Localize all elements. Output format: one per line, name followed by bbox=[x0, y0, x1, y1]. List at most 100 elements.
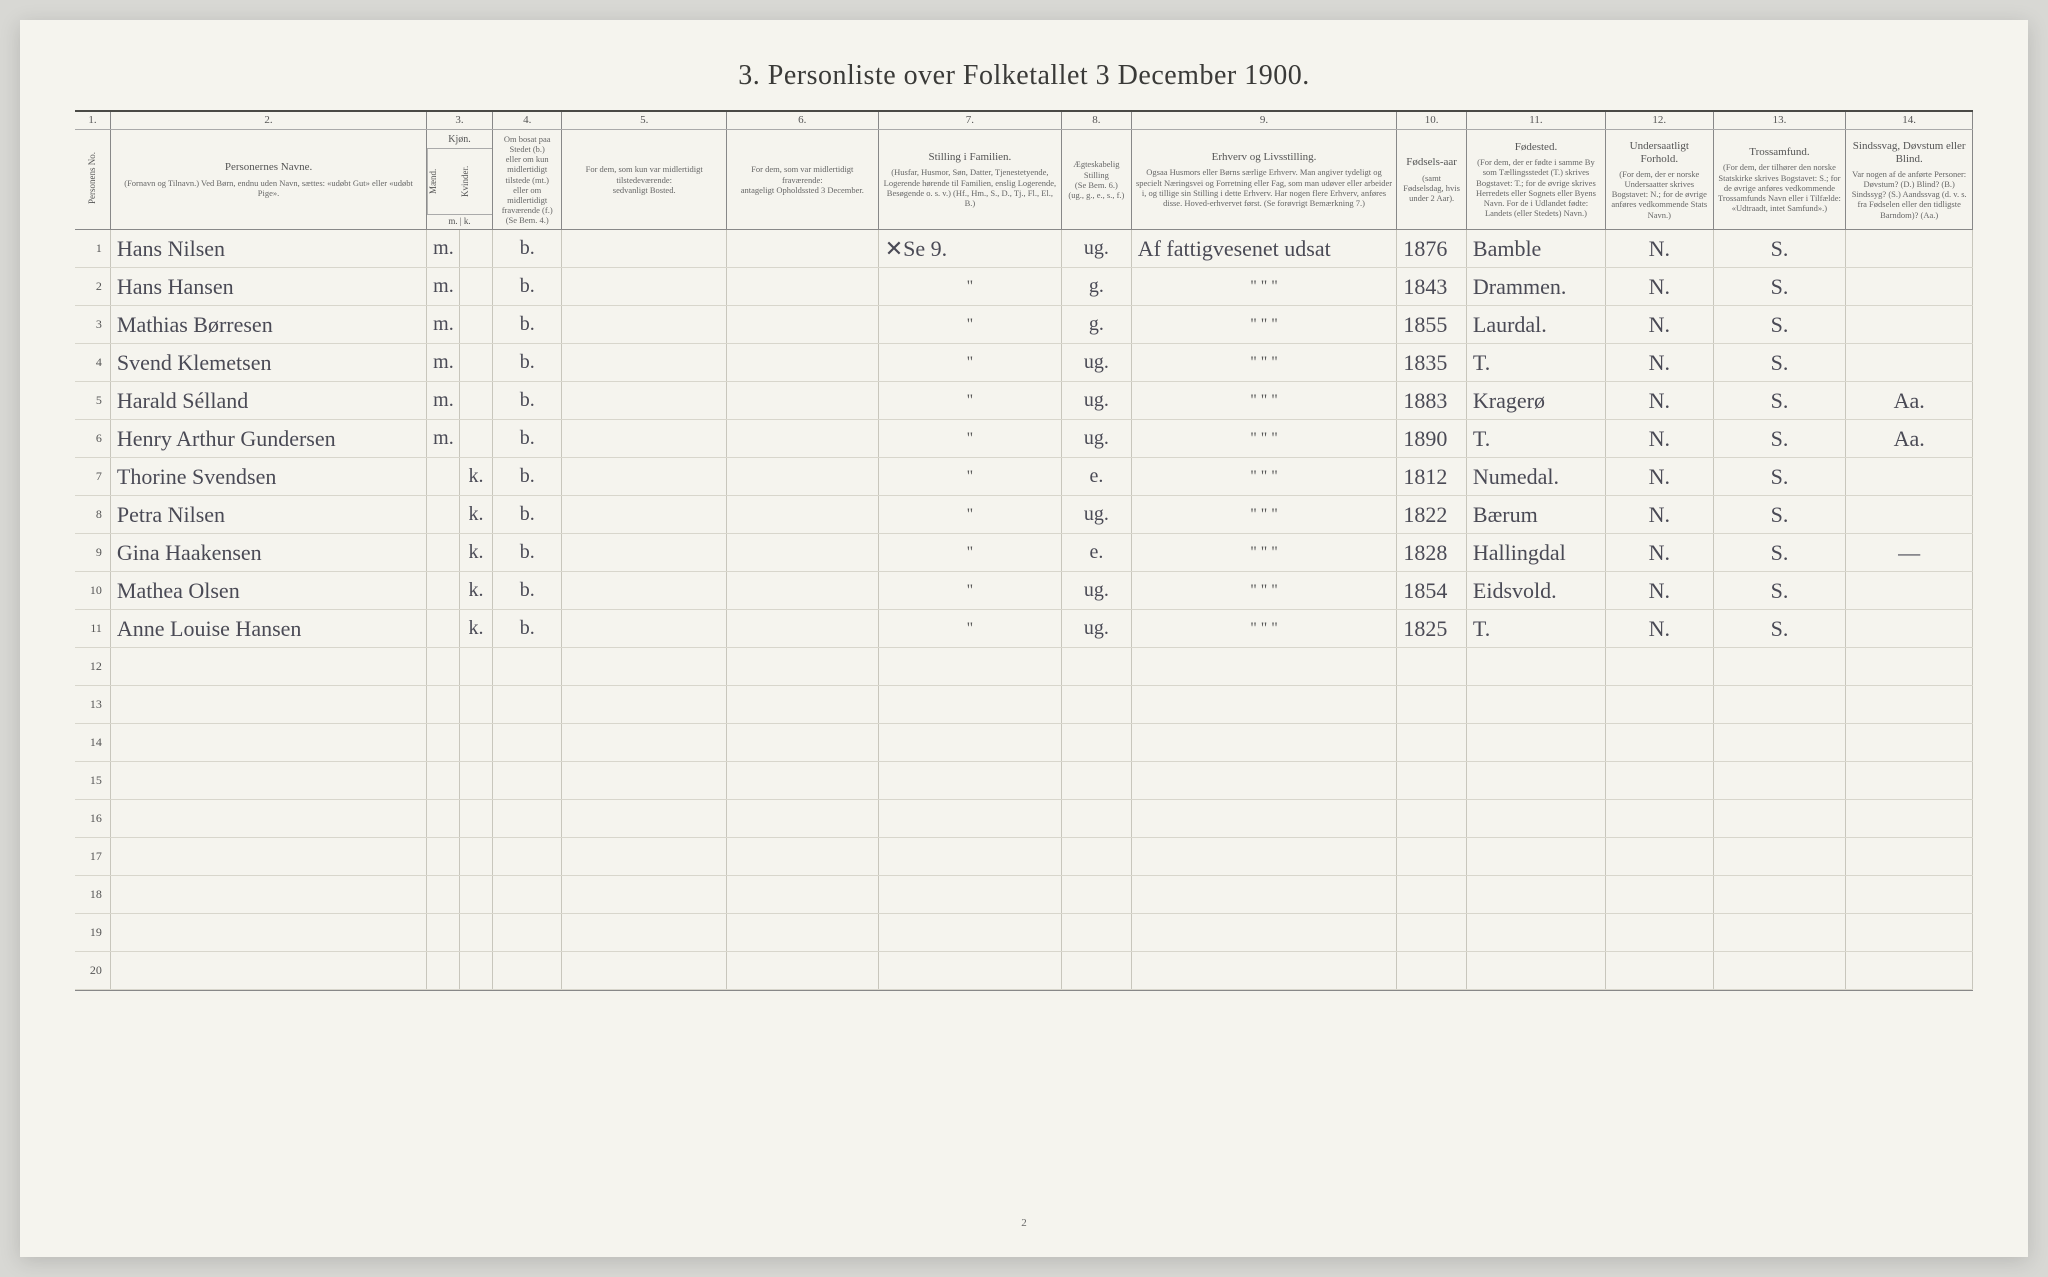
cell-family-pos: " bbox=[878, 534, 1061, 572]
cell-temp-absent bbox=[726, 800, 878, 838]
cell-marital: ug. bbox=[1062, 572, 1132, 610]
cell-disability bbox=[1846, 268, 1973, 306]
cell-resident: b. bbox=[492, 420, 562, 458]
cell-rownum: 2 bbox=[75, 268, 110, 306]
cell-family-pos: " bbox=[878, 496, 1061, 534]
cell-religion bbox=[1713, 952, 1846, 990]
census-table: 1. 2. 3. 4. 5. 6. 7. 8. 9. 10. 11. 12. 1… bbox=[75, 112, 1973, 990]
cell-temp-present bbox=[562, 838, 726, 876]
cell-temp-present bbox=[562, 648, 726, 686]
cell-birthplace bbox=[1466, 914, 1605, 952]
cell-nationality: N. bbox=[1606, 534, 1714, 572]
cell-family-pos: " bbox=[878, 344, 1061, 382]
cell-temp-present bbox=[562, 268, 726, 306]
cell-temp-absent bbox=[726, 610, 878, 648]
cell-nationality bbox=[1606, 838, 1714, 876]
cell-sex-m: m. bbox=[427, 382, 460, 420]
cell-disability: Aa. bbox=[1846, 420, 1973, 458]
cell-temp-present bbox=[562, 420, 726, 458]
cell-disability bbox=[1846, 800, 1973, 838]
cell-occupation bbox=[1131, 762, 1397, 800]
cell-birthyear: 1843 bbox=[1397, 268, 1467, 306]
cell-birthplace: Laurdal. bbox=[1466, 306, 1605, 344]
cell-birthyear: 1825 bbox=[1397, 610, 1467, 648]
table-row: 7Thorine Svendsenk.b."e." " "1812Numedal… bbox=[75, 458, 1973, 496]
cell-nationality bbox=[1606, 724, 1714, 762]
table-row: 17 bbox=[75, 838, 1973, 876]
header-row: Personens No. Personernes Navne. (Fornav… bbox=[75, 130, 1973, 230]
table-row: 2Hans Hansenm.b."g." " "1843Drammen.N.S. bbox=[75, 268, 1973, 306]
cell-religion: S. bbox=[1713, 268, 1846, 306]
cell-family-pos: " bbox=[878, 572, 1061, 610]
cell-birthyear bbox=[1397, 648, 1467, 686]
cell-occupation bbox=[1131, 914, 1397, 952]
cell-religion: S. bbox=[1713, 458, 1846, 496]
colnum-13: 13. bbox=[1713, 112, 1846, 130]
cell-family-pos: " bbox=[878, 458, 1061, 496]
cell-sex-m bbox=[427, 534, 460, 572]
cell-rownum: 4 bbox=[75, 344, 110, 382]
cell-name: Mathias Børresen bbox=[110, 306, 426, 344]
cell-name bbox=[110, 686, 426, 724]
cell-marital: ug. bbox=[1062, 496, 1132, 534]
cell-disability bbox=[1846, 496, 1973, 534]
cell-birthplace bbox=[1466, 762, 1605, 800]
cell-family-pos: " bbox=[878, 382, 1061, 420]
cell-rownum: 16 bbox=[75, 800, 110, 838]
cell-sex-m bbox=[427, 648, 460, 686]
cell-occupation bbox=[1131, 952, 1397, 990]
cell-birthyear: 1855 bbox=[1397, 306, 1467, 344]
cell-temp-absent bbox=[726, 952, 878, 990]
cell-sex-m bbox=[427, 686, 460, 724]
cell-nationality bbox=[1606, 914, 1714, 952]
cell-birthyear bbox=[1397, 762, 1467, 800]
table-row: 1Hans Nilsenm.b.✕Se 9.ug.Af fattigvesene… bbox=[75, 230, 1973, 268]
cell-sex-k bbox=[460, 382, 493, 420]
cell-rownum: 7 bbox=[75, 458, 110, 496]
cell-rownum: 12 bbox=[75, 648, 110, 686]
cell-temp-present bbox=[562, 686, 726, 724]
cell-occupation: " " " bbox=[1131, 534, 1397, 572]
cell-birthplace: T. bbox=[1466, 344, 1605, 382]
colnum-1: 1. bbox=[75, 112, 110, 130]
colnum-2: 2. bbox=[110, 112, 426, 130]
cell-nationality: N. bbox=[1606, 230, 1714, 268]
cell-nationality: N. bbox=[1606, 268, 1714, 306]
cell-sex-m: m. bbox=[427, 420, 460, 458]
cell-sex-m bbox=[427, 914, 460, 952]
cell-birthyear: 1812 bbox=[1397, 458, 1467, 496]
cell-occupation: " " " bbox=[1131, 344, 1397, 382]
cell-name: Hans Nilsen bbox=[110, 230, 426, 268]
cell-name bbox=[110, 952, 426, 990]
cell-sex-k: k. bbox=[460, 534, 493, 572]
cell-religion bbox=[1713, 838, 1846, 876]
cell-family-pos bbox=[878, 876, 1061, 914]
cell-name: Petra Nilsen bbox=[110, 496, 426, 534]
cell-temp-absent bbox=[726, 686, 878, 724]
cell-sex-m bbox=[427, 724, 460, 762]
cell-sex-m bbox=[427, 952, 460, 990]
cell-rownum: 14 bbox=[75, 724, 110, 762]
cell-temp-absent bbox=[726, 306, 878, 344]
cell-birthplace: Kragerø bbox=[1466, 382, 1605, 420]
cell-temp-absent bbox=[726, 382, 878, 420]
cell-nationality bbox=[1606, 686, 1714, 724]
cell-name bbox=[110, 724, 426, 762]
cell-birthplace: Hallingdal bbox=[1466, 534, 1605, 572]
cell-sex-m bbox=[427, 496, 460, 534]
header-marital: Ægteskabelig Stilling (Se Bem. 6.) (ug.,… bbox=[1062, 130, 1132, 230]
cell-marital bbox=[1062, 648, 1132, 686]
cell-birthplace: Bamble bbox=[1466, 230, 1605, 268]
cell-sex-m: m. bbox=[427, 344, 460, 382]
cell-sex-k bbox=[460, 268, 493, 306]
colnum-5: 5. bbox=[562, 112, 726, 130]
cell-resident bbox=[492, 762, 562, 800]
cell-occupation: " " " bbox=[1131, 496, 1397, 534]
cell-birthplace bbox=[1466, 686, 1605, 724]
page-title: 3. Personliste over Folketallet 3 Decemb… bbox=[75, 60, 1973, 92]
cell-rownum: 11 bbox=[75, 610, 110, 648]
colnum-14: 14. bbox=[1846, 112, 1973, 130]
cell-rownum: 17 bbox=[75, 838, 110, 876]
cell-sex-m bbox=[427, 572, 460, 610]
cell-disability bbox=[1846, 952, 1973, 990]
